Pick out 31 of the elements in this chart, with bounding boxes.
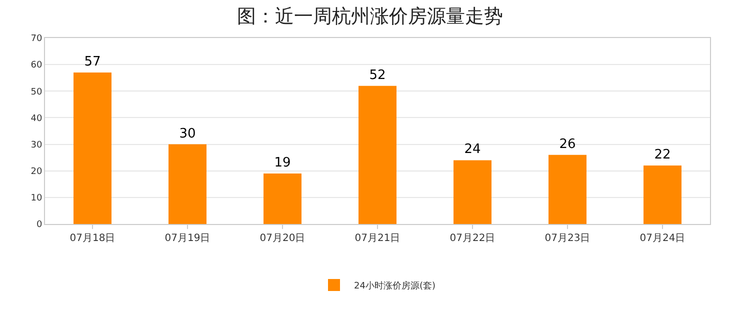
data-label: 19 <box>274 156 291 171</box>
data-label: 52 <box>369 68 386 83</box>
bar <box>264 174 302 224</box>
x-tick-label: 07月22日 <box>450 233 496 244</box>
y-tick-label: 40 <box>30 114 42 124</box>
y-tick-label: 30 <box>30 140 42 150</box>
data-label: 30 <box>179 126 196 142</box>
data-label: 22 <box>654 148 671 163</box>
bar <box>168 144 206 224</box>
x-tick-label: 07月18日 <box>70 233 116 244</box>
data-label: 57 <box>84 54 101 70</box>
y-tick-label: 60 <box>30 60 42 71</box>
y-tick-label: 0 <box>36 220 42 230</box>
y-tick-label: 70 <box>30 34 42 44</box>
data-label: 24 <box>464 142 481 158</box>
data-label: 26 <box>559 136 576 152</box>
x-tick-label: 07月20日 <box>260 233 306 244</box>
bar <box>454 160 492 224</box>
x-tick-label: 07月21日 <box>354 233 400 244</box>
y-tick-label: 20 <box>30 167 42 178</box>
bar <box>358 86 396 224</box>
legend-label: 24小时涨价房源(套) <box>354 280 436 292</box>
x-tick-label: 07月23日 <box>544 233 590 244</box>
chart-title: 图：近一周杭州涨价房源量走势 <box>237 6 503 28</box>
x-tick-label: 07月19日 <box>164 233 210 244</box>
x-tick-label: 07月24日 <box>640 233 686 244</box>
y-tick-label: 50 <box>30 87 42 98</box>
y-tick-label: 10 <box>30 194 42 204</box>
bar <box>548 154 586 224</box>
bar <box>74 72 112 224</box>
bar <box>644 166 682 224</box>
